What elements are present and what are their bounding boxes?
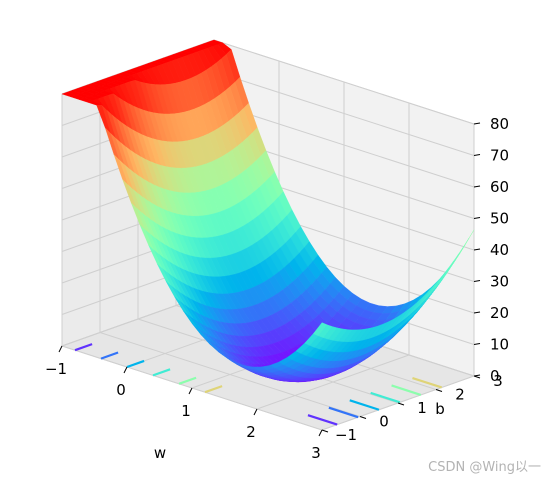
y-tick-mark xyxy=(435,389,443,392)
y-tick-label: −1 xyxy=(335,426,357,444)
z-tick-label: 50 xyxy=(490,210,509,228)
y-tick-mark xyxy=(359,416,367,419)
surface-facet xyxy=(313,322,328,337)
y-tick-mark xyxy=(321,429,329,433)
x-axis-label: w xyxy=(154,444,166,462)
x-tick-label: 0 xyxy=(116,381,126,399)
z-tick-label: 80 xyxy=(490,115,509,133)
y-tick-label: 1 xyxy=(417,399,427,417)
contour-line xyxy=(152,368,171,377)
watermark: CSDN @Wing以一 xyxy=(428,460,541,475)
contour-line xyxy=(74,343,93,352)
z-tick-mark xyxy=(473,280,481,282)
x-tick-label: 2 xyxy=(246,423,256,441)
contour-line xyxy=(307,414,338,426)
y-tick-label: 3 xyxy=(493,372,503,390)
x-tick-label: 1 xyxy=(181,402,191,420)
z-tick-label: 10 xyxy=(490,336,509,354)
contour-line xyxy=(126,359,145,369)
contour-line xyxy=(412,376,443,389)
z-tick-label: 0 xyxy=(490,367,500,385)
y-tick-mark xyxy=(397,402,405,406)
contour-line xyxy=(391,384,422,396)
z-tick-mark xyxy=(473,122,481,125)
contour-line xyxy=(204,385,223,394)
z-tick-mark xyxy=(473,343,481,345)
contour-line xyxy=(178,376,197,385)
floor-contours xyxy=(74,343,443,426)
z-tick-mark xyxy=(473,154,481,156)
z-tick-mark xyxy=(473,311,481,314)
y-tick-label: 2 xyxy=(455,386,465,404)
z-tick-mark xyxy=(473,374,481,377)
contour-line xyxy=(328,406,359,419)
x-tick-mark xyxy=(253,408,258,416)
z-tick-mark xyxy=(473,248,481,251)
z-tick-label: 40 xyxy=(490,241,509,259)
z-tick-label: 70 xyxy=(490,147,509,165)
y-axis-label: b xyxy=(435,400,445,418)
z-tick-mark xyxy=(473,217,481,219)
y-tick-label: 0 xyxy=(379,413,389,431)
z-tick-label: 60 xyxy=(490,178,509,196)
contour-line xyxy=(100,351,119,360)
x-tick-label: −1 xyxy=(45,360,67,378)
z-tick-mark xyxy=(473,185,481,188)
contour-line xyxy=(370,391,401,404)
z-tick-label: 20 xyxy=(490,304,509,322)
x-tick-mark xyxy=(58,345,63,353)
x-tick-label: 3 xyxy=(311,444,321,462)
x-tick-mark xyxy=(188,387,193,395)
z-tick-label: 30 xyxy=(490,273,509,291)
x-tick-mark xyxy=(318,429,323,437)
x-tick-mark xyxy=(123,366,128,374)
contour-line xyxy=(349,399,380,411)
surface-mesh xyxy=(61,39,475,383)
